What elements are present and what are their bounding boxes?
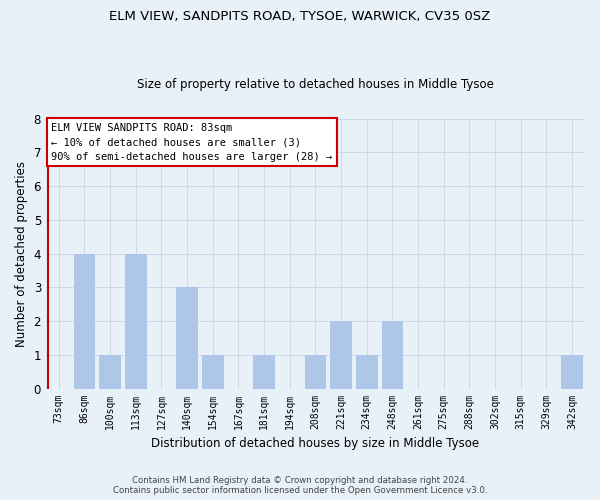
Bar [176, 288, 198, 388]
Bar [202, 355, 224, 388]
X-axis label: Distribution of detached houses by size in Middle Tysoe: Distribution of detached houses by size … [151, 437, 479, 450]
Title: Size of property relative to detached houses in Middle Tysoe: Size of property relative to detached ho… [137, 78, 494, 91]
Bar [99, 355, 121, 388]
Bar [330, 321, 352, 388]
Text: Contains HM Land Registry data © Crown copyright and database right 2024.
Contai: Contains HM Land Registry data © Crown c… [113, 476, 487, 495]
Text: ELM VIEW, SANDPITS ROAD, TYSOE, WARWICK, CV35 0SZ: ELM VIEW, SANDPITS ROAD, TYSOE, WARWICK,… [109, 10, 491, 23]
Bar [253, 355, 275, 388]
Bar [125, 254, 146, 388]
Y-axis label: Number of detached properties: Number of detached properties [15, 160, 28, 346]
Bar [74, 254, 95, 388]
Text: ELM VIEW SANDPITS ROAD: 83sqm
← 10% of detached houses are smaller (3)
90% of se: ELM VIEW SANDPITS ROAD: 83sqm ← 10% of d… [52, 122, 332, 162]
Bar [356, 355, 378, 388]
Bar [382, 321, 403, 388]
Bar [561, 355, 583, 388]
Bar [305, 355, 326, 388]
